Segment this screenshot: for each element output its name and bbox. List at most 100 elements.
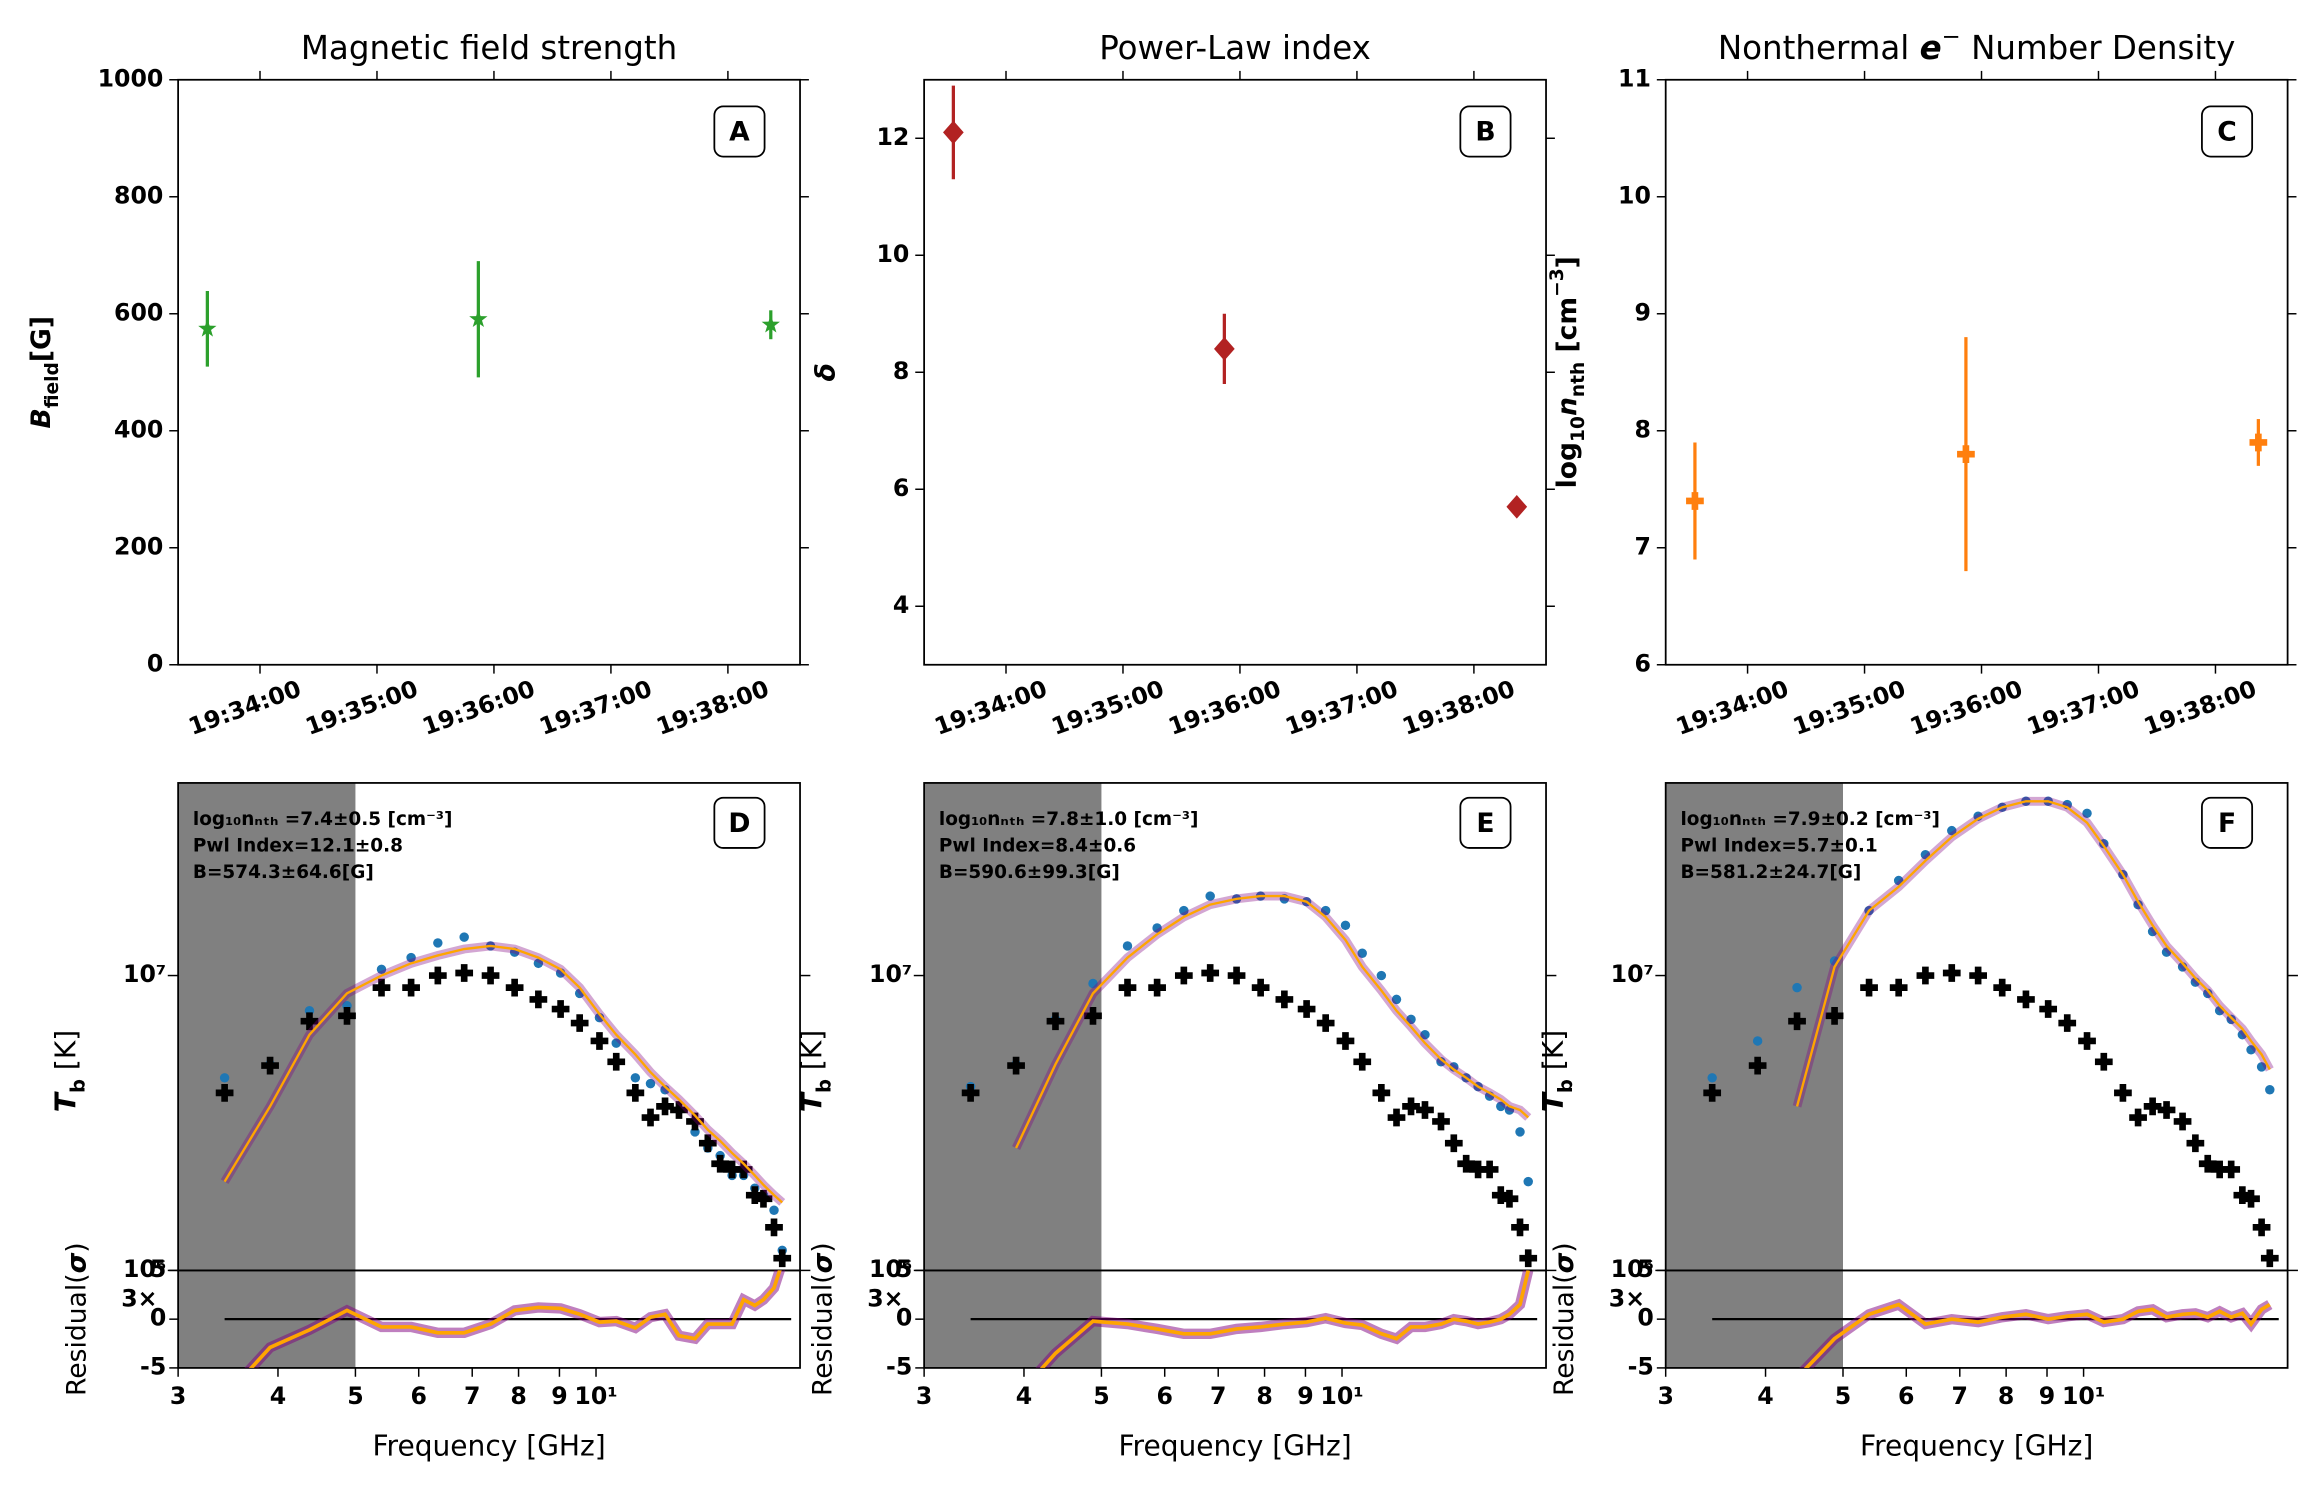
residual-plot xyxy=(1799,1298,2273,1368)
y-tick-label: 12 xyxy=(876,123,909,151)
circle-marker xyxy=(1947,825,1957,836)
panel-title: Nonthermal e− Number Density xyxy=(1718,24,2236,67)
plus-marker xyxy=(698,1134,717,1153)
circle-marker xyxy=(533,958,544,969)
plus-marker xyxy=(1084,1006,1102,1025)
circle-marker xyxy=(1752,1036,1763,1046)
panel-label-box xyxy=(2201,105,2254,158)
x-tick-label: 8 xyxy=(1998,1382,2014,1410)
plus-marker xyxy=(2157,1101,2176,1119)
plus-marker xyxy=(529,990,548,1009)
residual-y-tick-label: 0 xyxy=(150,1304,166,1332)
x-tick-label: 9 xyxy=(1297,1382,1313,1410)
x-tick-label: 3 xyxy=(170,1382,186,1410)
fit-annotation: Pwl Index=5.7±0.1 xyxy=(1680,835,1877,856)
plus-marker xyxy=(1387,1108,1406,1127)
text-part: n xyxy=(1552,397,1583,416)
plus-marker xyxy=(1275,990,1294,1009)
x-tick-label: 19:37:00 xyxy=(1282,674,1402,741)
residual-plot xyxy=(1035,1270,1534,1368)
x-axis-label: Frequency [GHz] xyxy=(1118,1430,1351,1463)
plus-marker xyxy=(428,966,447,985)
residual-y-tick-label: 5 xyxy=(1637,1255,1653,1283)
plus-marker xyxy=(711,1154,730,1173)
circle-marker xyxy=(2246,1045,2256,1055)
fit-annotation: log₁₀nₙₜₕ =7.9±0.2 [cm⁻³] xyxy=(1680,809,1939,830)
residual-annotation: 3× xyxy=(1609,1284,1645,1312)
x-tick-label: 7 xyxy=(464,1382,480,1410)
y-tick-label: 10⁷ xyxy=(869,960,912,988)
y-tick-label: 10⁶ xyxy=(123,1255,166,1283)
main-plot xyxy=(215,932,792,1268)
panel-label-box xyxy=(1459,105,1512,158)
x-tick-label: 19:36:00 xyxy=(419,674,539,741)
circle-marker xyxy=(630,1073,641,1083)
text-part: B xyxy=(26,408,57,428)
panel-label-box xyxy=(2201,796,2254,849)
circle-marker xyxy=(1357,948,1367,958)
plus-marker xyxy=(1511,1218,1529,1237)
plus-marker xyxy=(2173,1112,2192,1131)
plus-marker xyxy=(300,1012,319,1031)
x-tick-label: 7 xyxy=(1952,1382,1968,1410)
plus-marker xyxy=(765,1218,783,1237)
plus-marker xyxy=(670,1101,688,1119)
x-tick-label: 19:36:00 xyxy=(1165,674,1285,741)
residual-y-tick-label: -5 xyxy=(886,1352,912,1380)
plus-marker xyxy=(2078,1032,2096,1050)
y-axis-label: Tb [K] xyxy=(1537,1030,1577,1112)
text-part: σ xyxy=(1549,1252,1580,1273)
text-part: log xyxy=(1552,442,1583,488)
plus-marker xyxy=(1942,964,1961,982)
residual-y-tick-label: 5 xyxy=(896,1255,912,1283)
x-tick-label: 19:35:00 xyxy=(302,674,422,741)
plus-marker xyxy=(773,1249,792,1268)
text-part: [K] xyxy=(1537,1030,1570,1079)
circle-marker xyxy=(1340,920,1351,931)
text-part: − xyxy=(1942,24,1961,50)
plus-marker xyxy=(1480,1160,1499,1179)
panel-label: B xyxy=(1475,116,1495,147)
x-tick-label: 9 xyxy=(551,1382,567,1410)
plus-marker xyxy=(2186,1134,2205,1153)
plus-marker xyxy=(1500,1189,1519,1208)
y-axis-label: δ xyxy=(810,363,841,381)
circle-marker xyxy=(1406,1014,1416,1025)
plus-marker xyxy=(1402,1097,1420,1116)
text-part: b xyxy=(812,1079,835,1093)
plus-marker xyxy=(1825,1006,1844,1025)
y-tick-label: 8 xyxy=(1634,415,1650,443)
circle-marker xyxy=(1320,905,1331,916)
plus-marker xyxy=(1703,1084,1722,1102)
y-tick-label: 10 xyxy=(876,240,909,268)
plus-marker xyxy=(570,1014,589,1032)
plus-marker xyxy=(2198,1154,2217,1173)
plus-marker xyxy=(1457,1154,1476,1173)
text-part: Residual( xyxy=(61,1273,92,1396)
plus-marker xyxy=(1889,978,1908,997)
fit-annotation: B=574.3±64.6[G] xyxy=(193,862,374,883)
circle-marker xyxy=(1449,1062,1459,1072)
residual-y-tick-label: 5 xyxy=(150,1255,166,1283)
panel-label: E xyxy=(1476,808,1494,839)
plus-marker xyxy=(1860,978,1878,997)
y-axis-label: Tb [K] xyxy=(49,1030,89,1112)
plus-marker xyxy=(2039,1000,2058,1018)
panel-label: A xyxy=(729,116,750,147)
plus-marker xyxy=(1174,966,1193,985)
best-fit-line xyxy=(1795,800,2271,1107)
x-tick-label: 19:35:00 xyxy=(1789,674,1909,741)
fit-annotation: log₁₀nₙₜₕ =7.8±1.0 [cm⁻³] xyxy=(939,809,1199,830)
text-part: ) xyxy=(807,1242,838,1252)
x-axis-label: Frequency [GHz] xyxy=(372,1430,605,1463)
residual-line xyxy=(248,1270,782,1368)
plus-marker xyxy=(372,978,391,997)
x-axis-label: Frequency [GHz] xyxy=(1860,1430,2093,1463)
plot-frame xyxy=(923,78,1547,666)
best-fit-line xyxy=(223,944,784,1204)
x-tick-label: 5 xyxy=(1835,1382,1851,1410)
fit-annotation: log₁₀nₙₜₕ =7.4±0.5 [cm⁻³] xyxy=(193,809,453,830)
x-tick-label: 19:38:00 xyxy=(2140,674,2260,741)
